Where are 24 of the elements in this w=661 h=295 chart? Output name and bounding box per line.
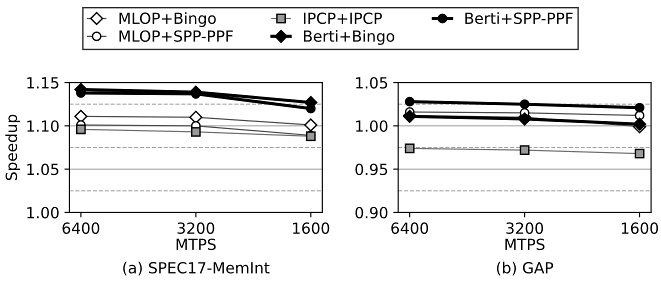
x-tick-label: 6400 (62, 222, 100, 234)
x-tick-label: 1600 (622, 222, 658, 234)
y-tick-label: 1.05 (27, 164, 58, 176)
x-axis-title: MTPS (176, 238, 216, 250)
y-axis-title: Speedup (5, 114, 20, 180)
y-tick-label: 1.00 (27, 206, 59, 218)
text: (b) GAP (496, 262, 554, 276)
y-tick-label: 0.95 (355, 164, 388, 176)
legend-label: MLOP+SPP-PPF (120, 30, 233, 42)
legend-label: Berti+SPP-PPF (465, 12, 573, 24)
legend-label: MLOP+Bingo (120, 12, 216, 28)
legend-label: IPCP+IPCP (304, 12, 382, 24)
y-tick-label: 1.10 (27, 120, 59, 132)
y-tick-label: 0.90 (355, 206, 388, 218)
x-axis-title: MTPS (505, 238, 544, 250)
x-tick-label: 6400 (391, 222, 428, 234)
x-tick-label: 3200 (178, 222, 214, 234)
x-tick-label: 3200 (506, 222, 544, 234)
legend-label: Berti+Bingo (304, 30, 394, 45)
y-tick-label: 1.15 (27, 77, 58, 89)
text: (a) SPEC17-MemInt (123, 262, 270, 276)
x-tick-label: 1600 (293, 222, 330, 234)
y-tick-label: 1.00 (356, 120, 388, 132)
y-tick-label: 1.05 (356, 77, 388, 89)
